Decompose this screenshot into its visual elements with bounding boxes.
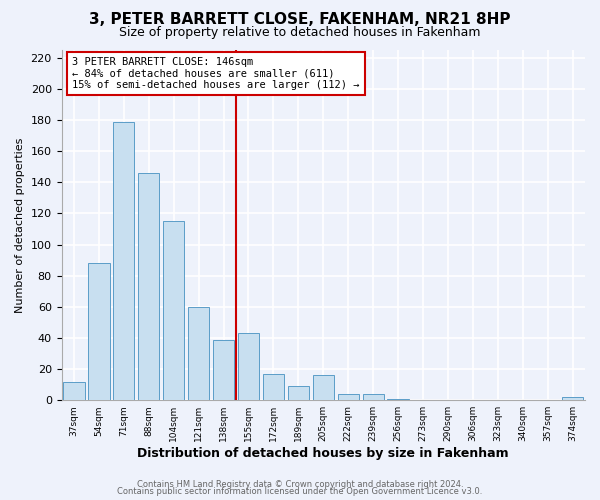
Bar <box>238 334 259 400</box>
Text: Size of property relative to detached houses in Fakenham: Size of property relative to detached ho… <box>119 26 481 39</box>
Text: Contains public sector information licensed under the Open Government Licence v3: Contains public sector information licen… <box>118 487 482 496</box>
Bar <box>362 394 384 400</box>
Bar <box>213 340 234 400</box>
Bar <box>562 397 583 400</box>
Y-axis label: Number of detached properties: Number of detached properties <box>15 138 25 313</box>
Bar <box>313 376 334 400</box>
Text: 3, PETER BARRETT CLOSE, FAKENHAM, NR21 8HP: 3, PETER BARRETT CLOSE, FAKENHAM, NR21 8… <box>89 12 511 28</box>
Bar <box>388 398 409 400</box>
Bar <box>263 374 284 400</box>
Bar <box>113 122 134 400</box>
Bar <box>163 221 184 400</box>
Bar <box>64 382 85 400</box>
Bar <box>88 263 110 400</box>
Bar <box>288 386 309 400</box>
Text: 3 PETER BARRETT CLOSE: 146sqm
← 84% of detached houses are smaller (611)
15% of : 3 PETER BARRETT CLOSE: 146sqm ← 84% of d… <box>72 57 359 90</box>
X-axis label: Distribution of detached houses by size in Fakenham: Distribution of detached houses by size … <box>137 447 509 460</box>
Bar <box>188 307 209 400</box>
Bar <box>338 394 359 400</box>
Text: Contains HM Land Registry data © Crown copyright and database right 2024.: Contains HM Land Registry data © Crown c… <box>137 480 463 489</box>
Bar <box>138 173 160 400</box>
